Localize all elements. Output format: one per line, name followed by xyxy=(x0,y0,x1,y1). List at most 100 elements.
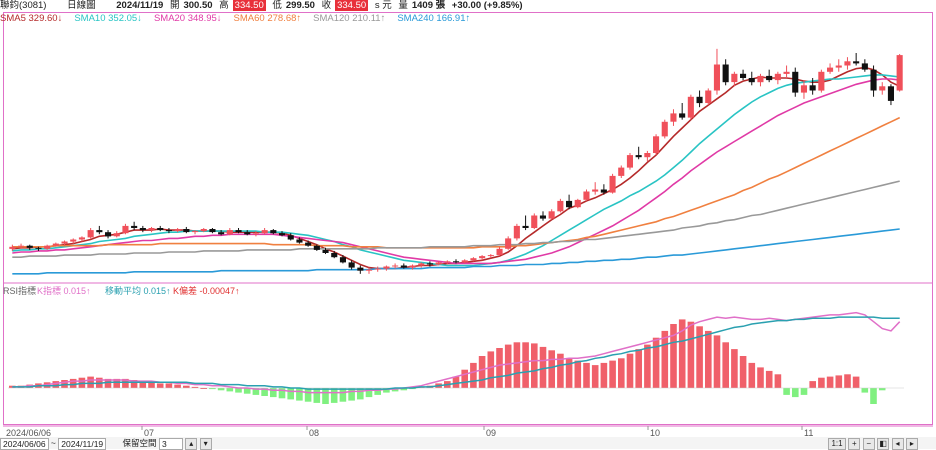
candle-body xyxy=(18,245,25,247)
candle-body xyxy=(661,121,668,137)
low-value: 299.50 xyxy=(285,0,315,11)
end-date-input[interactable]: 2024/11/19 xyxy=(58,437,107,450)
legend-sma20: SMA20 348.95↓ xyxy=(153,13,222,24)
candle-body xyxy=(165,230,172,232)
candle-body xyxy=(113,233,120,237)
zoom-in-icon[interactable]: + xyxy=(848,437,861,450)
candle-body xyxy=(731,73,738,83)
keep-space-input[interactable]: 3 xyxy=(158,437,183,450)
low-label: 低 xyxy=(272,0,282,11)
histogram-bar xyxy=(539,346,547,388)
candle-body xyxy=(696,96,703,104)
histogram-bar xyxy=(148,382,155,388)
candle-body xyxy=(653,136,660,153)
histogram-bar xyxy=(261,388,268,396)
histogram-bar xyxy=(322,388,329,404)
scroll-right-icon[interactable]: ▸ xyxy=(905,437,918,450)
candle-body xyxy=(809,85,816,91)
candle-body xyxy=(400,265,407,268)
indicator-line xyxy=(12,316,900,390)
candle-body xyxy=(200,229,207,232)
fit-icon[interactable]: ◧ xyxy=(877,437,890,450)
x-tick-label: 07 xyxy=(144,428,154,438)
candle-body xyxy=(44,245,51,249)
histogram-bar xyxy=(226,388,234,392)
open-label: 開 xyxy=(169,0,180,11)
histogram-bar xyxy=(504,344,512,388)
high-value: 334.50 xyxy=(232,0,266,11)
histogram-bar xyxy=(383,388,390,393)
histogram-bar xyxy=(365,388,373,398)
spin-up-icon[interactable]: ▴ xyxy=(185,437,198,450)
close-value: 334.50 xyxy=(335,0,369,11)
histogram-bar xyxy=(165,383,173,388)
candle-body xyxy=(740,73,747,78)
candle-body xyxy=(174,229,181,232)
indicator-legend-item: RSI指標 xyxy=(3,285,36,296)
candle-body xyxy=(566,200,573,208)
start-date-input[interactable]: 2024/06/06 xyxy=(0,437,49,450)
candle-body xyxy=(618,167,625,176)
candle-body xyxy=(757,75,764,83)
zoom-out-icon[interactable]: − xyxy=(862,437,875,450)
histogram-bar xyxy=(522,342,529,388)
histogram-bar xyxy=(270,388,277,398)
histogram-bar xyxy=(513,342,521,388)
chart-frame xyxy=(3,12,933,425)
legend-sma5: SMA5 329.60↓ xyxy=(0,13,63,24)
candle-body xyxy=(366,269,373,271)
histogram-bar xyxy=(696,326,703,388)
scroll-left-icon[interactable]: ◂ xyxy=(891,437,904,450)
x-tick-label: 10 xyxy=(650,428,660,438)
candle-body xyxy=(392,265,399,267)
histogram-bar xyxy=(470,362,477,388)
histogram-bar xyxy=(487,351,495,388)
keep-space-label: 保留空間 xyxy=(122,438,157,448)
candle-body xyxy=(131,225,138,228)
histogram-bar xyxy=(348,388,355,401)
candle-body xyxy=(279,233,286,236)
candle-body xyxy=(26,245,33,248)
candle-body xyxy=(896,55,903,91)
candle-body xyxy=(157,228,164,231)
histogram-bar xyxy=(844,374,851,388)
candle-body xyxy=(122,225,129,234)
histogram-bar xyxy=(818,377,825,388)
histogram-bar xyxy=(374,388,381,395)
spin-down-icon[interactable]: ▾ xyxy=(199,437,212,450)
histogram-bar xyxy=(705,330,712,388)
histogram-bar xyxy=(452,376,460,388)
histogram-bar xyxy=(52,381,60,388)
candle-body xyxy=(331,253,338,258)
range-separator: ~ xyxy=(50,438,59,448)
candle-body xyxy=(748,78,755,83)
histogram-bar xyxy=(235,388,242,393)
close-label: 收 xyxy=(321,0,332,11)
histogram-bar xyxy=(600,362,608,388)
histogram-bar xyxy=(635,349,642,388)
histogram-bar xyxy=(330,388,338,403)
candle-body xyxy=(453,261,460,263)
candle-body xyxy=(792,71,799,93)
indicator-legend-item: 移動平均 0.015↑ xyxy=(105,285,171,296)
line-sma240 xyxy=(12,228,900,275)
candle-body xyxy=(235,230,242,233)
zoom-ratio-button[interactable]: 1:1 xyxy=(828,437,846,450)
histogram-bar xyxy=(757,367,764,388)
candle-body xyxy=(479,256,486,259)
candle-body xyxy=(670,113,677,122)
candle-body xyxy=(592,189,599,192)
candle-body xyxy=(679,113,686,118)
candle-body xyxy=(252,233,259,235)
candle-body xyxy=(531,215,538,228)
histogram-bar xyxy=(183,385,190,388)
candle-body xyxy=(496,248,503,256)
histogram-bar xyxy=(122,378,129,388)
candle-body xyxy=(635,155,642,158)
histogram-bar xyxy=(609,360,616,388)
histogram-bar xyxy=(174,384,181,388)
histogram-bar xyxy=(739,356,747,388)
histogram-bar xyxy=(496,348,503,388)
symbol-name: 聯鈞(3081) xyxy=(0,0,47,11)
